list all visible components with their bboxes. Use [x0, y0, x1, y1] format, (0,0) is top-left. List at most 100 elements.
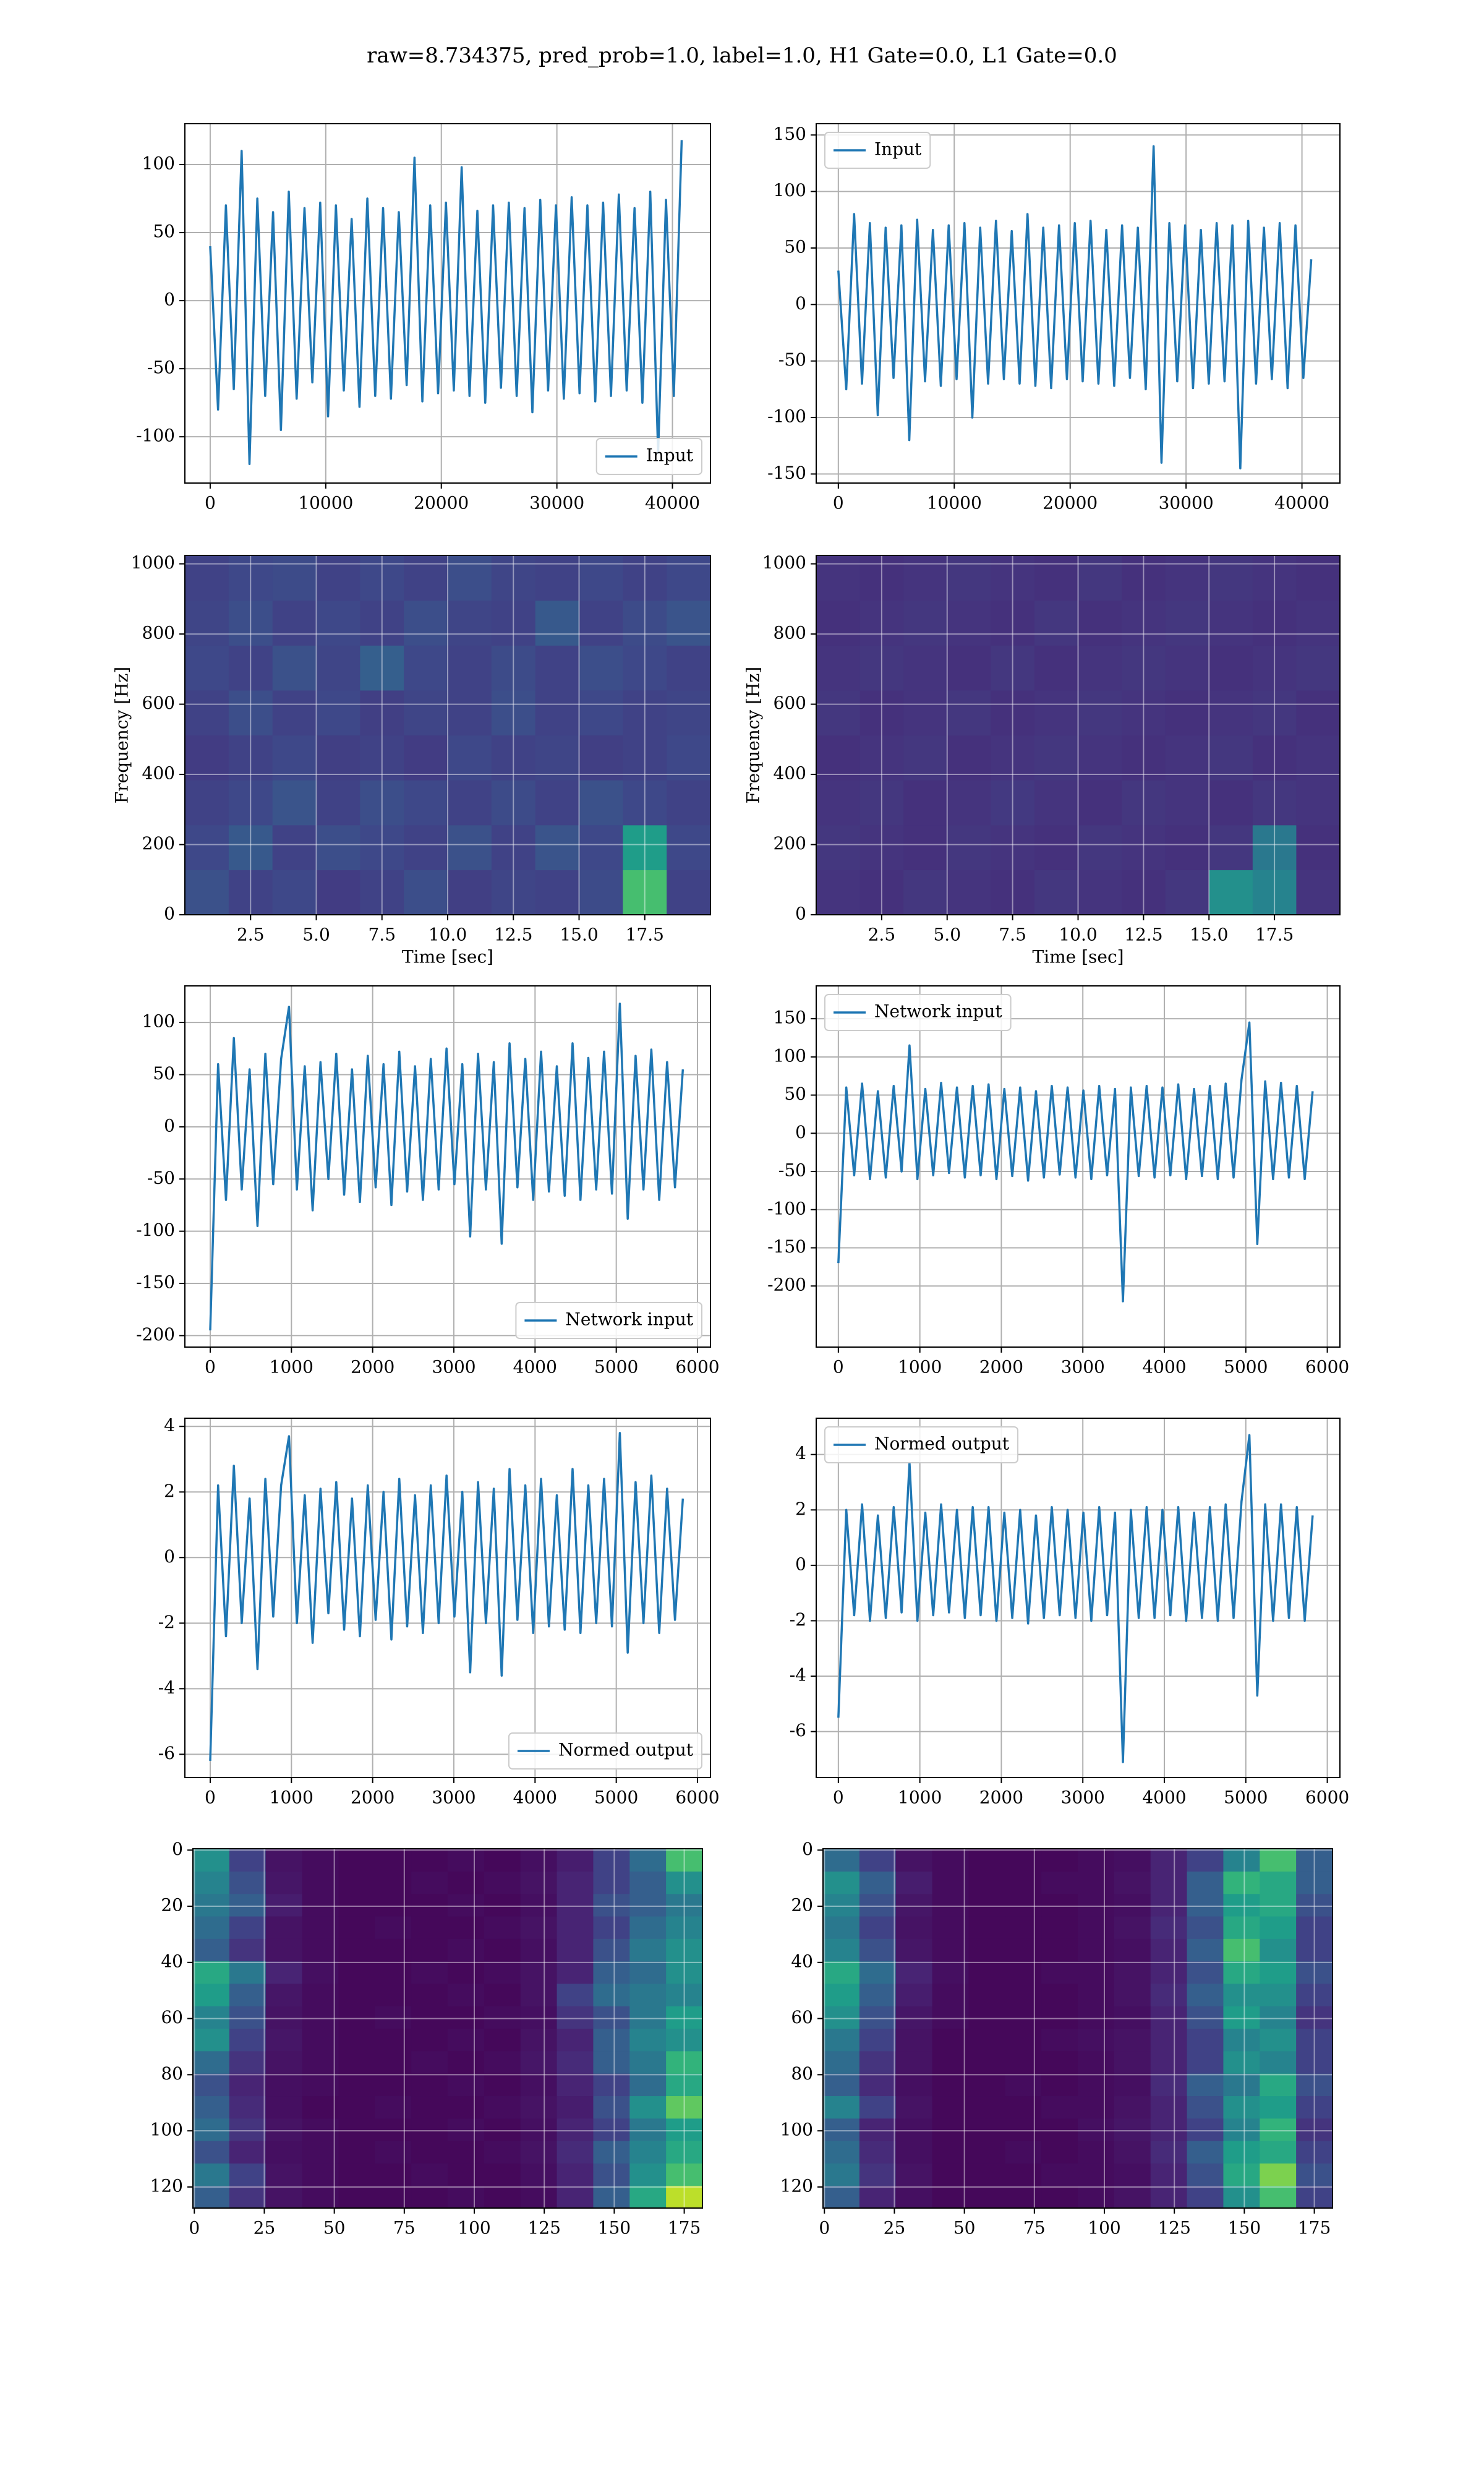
heatmap-cell	[193, 1871, 230, 1894]
legend: Normed output	[824, 1426, 1019, 1463]
heatmap-cell	[991, 555, 1035, 601]
y-tick-label: 1000	[762, 552, 806, 573]
y-tick-label: 2	[795, 1499, 806, 1519]
heatmap-cell	[1078, 555, 1122, 601]
y-tick-label: -6	[790, 1720, 806, 1740]
heatmap-cell	[1005, 1849, 1042, 1872]
x-tick-label: 5.0	[933, 925, 961, 945]
heatmap-cell	[932, 1938, 970, 1962]
heatmap-cell	[1260, 1915, 1297, 1939]
heatmap-cell	[968, 2163, 1005, 2186]
heatmap-cell	[1187, 1983, 1224, 2006]
heatmap-cell	[623, 780, 667, 826]
heatmap-cell	[265, 2185, 303, 2208]
subplot: 2.5 5.0 7.5 10.0 12.5 15.0 17.5 0 200 400 600 800 10…	[743, 552, 1341, 967]
heatmap-cell	[404, 555, 448, 601]
heatmap-cell	[1187, 1915, 1224, 1939]
heatmap-cell	[375, 1849, 412, 1872]
heatmap-cell	[1223, 2095, 1260, 2119]
heatmap-cell	[1078, 2028, 1115, 2052]
heatmap-cell	[895, 2006, 933, 2029]
heatmap-cell	[1260, 1983, 1297, 2006]
heatmap-cell	[535, 780, 580, 826]
heatmap-cell	[265, 2006, 303, 2029]
heatmap-cell	[360, 645, 404, 691]
heatmap-cell	[859, 1893, 897, 1917]
y-tick-label: -2	[158, 1612, 175, 1632]
heatmap-cell	[338, 1893, 375, 1917]
x-tick-label: 3000	[432, 1357, 475, 1377]
heatmap-cell	[193, 1893, 230, 1917]
heatmap-cell	[1041, 2118, 1078, 2141]
heatmap-cell	[667, 690, 710, 736]
heatmap-cell	[1260, 1893, 1297, 1917]
heatmap-cell	[1165, 780, 1209, 826]
heatmap-cell	[556, 1893, 594, 1917]
heatmap-cell	[484, 1983, 521, 2006]
heatmap-cell	[859, 645, 904, 691]
y-tick-label: 60	[161, 2007, 183, 2027]
heatmap-cell	[1005, 2141, 1042, 2164]
heatmap-cell	[1252, 780, 1297, 826]
heatmap-cell	[229, 1961, 267, 1984]
heatmap-cell	[193, 2141, 230, 2164]
heatmap-cell	[1114, 2006, 1151, 2029]
heatmap-cell	[968, 2185, 1005, 2208]
heatmap-cell	[968, 1871, 1005, 1894]
y-tick-label: -50	[147, 357, 175, 378]
heatmap-cell	[520, 2141, 558, 2164]
heatmap-cell	[360, 690, 404, 736]
heatmap-cell	[193, 2095, 230, 2119]
subplot: 2.5 5.0 7.5 10.0 12.5 15.0 17.5 0 200 400 600 800 10…	[112, 552, 711, 967]
heatmap-cell	[1150, 2118, 1188, 2141]
x-tick-label: 50	[953, 2218, 976, 2238]
heatmap-cell	[302, 2006, 339, 2029]
data-line	[837, 1434, 1314, 1763]
axes-frame	[816, 123, 1341, 484]
y-tick-label: 50	[784, 236, 806, 257]
heatmap-cell	[623, 735, 667, 781]
x-tick-label: 75	[393, 2218, 416, 2238]
heatmap-cell	[895, 1915, 933, 1939]
heatmap-cell	[666, 2050, 702, 2074]
heatmap-cell	[1114, 1938, 1151, 1962]
heatmap-cell	[1078, 1961, 1115, 1984]
heatmap-cell	[629, 1938, 667, 1962]
heatmap-cell	[1041, 2163, 1078, 2186]
heatmap-cell	[1187, 2006, 1224, 2029]
heatmap-cell	[1296, 2185, 1333, 2208]
heatmap-cell	[1114, 1871, 1151, 1894]
heatmap-cell	[193, 2185, 230, 2208]
heatmap-cell	[1223, 2028, 1260, 2052]
plot-area	[816, 986, 1340, 1347]
heatmap-cell	[1296, 1961, 1333, 1984]
x-tick-label: 40000	[645, 493, 700, 513]
heatmap-cell	[1296, 1849, 1333, 1872]
heatmap-cell	[968, 1938, 1005, 1962]
heatmap-cell	[484, 2028, 521, 2052]
legend: Network input	[515, 1302, 702, 1339]
heatmap-cell	[484, 2095, 521, 2119]
heatmap-cell	[593, 1961, 630, 1984]
heatmap-cell	[667, 870, 710, 915]
heatmap-cell	[491, 780, 536, 826]
heatmap-cell	[1165, 824, 1209, 870]
heatmap-cell	[316, 735, 360, 781]
heatmap-cell	[1078, 1915, 1115, 1939]
heatmap-cell	[823, 2028, 860, 2052]
y-tick-label: 80	[161, 2063, 183, 2084]
heatmap-cell	[859, 2006, 897, 2029]
heatmap-cell	[579, 645, 623, 691]
heatmap-cell	[193, 2028, 230, 2052]
heatmap-cell	[1078, 2163, 1115, 2186]
heatmap-cell	[1150, 1983, 1188, 2006]
heatmap-cell	[623, 870, 667, 915]
heatmap-cell	[316, 780, 360, 826]
heatmap-cell	[1150, 1849, 1188, 1872]
figure-title: raw=8.734375, pred_prob=1.0, label=1.0, …	[367, 43, 1117, 68]
heatmap-cell	[229, 2163, 267, 2186]
heatmap-cell	[1114, 1849, 1151, 1872]
heatmap-cell	[484, 2118, 521, 2141]
heatmap-cell	[1223, 1849, 1260, 1872]
heatmap-cell	[895, 1938, 933, 1962]
